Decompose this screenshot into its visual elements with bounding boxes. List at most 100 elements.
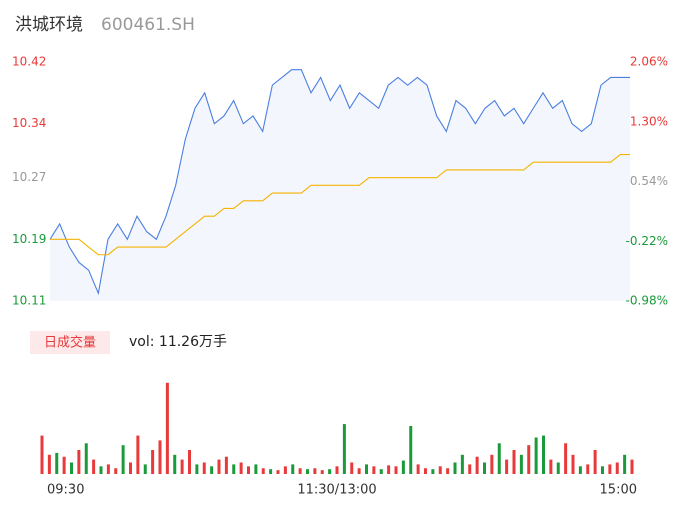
y2-tick-label: 1.30% (630, 114, 668, 128)
volume-bar (460, 454, 464, 474)
x-tick-label: 09:30 (47, 483, 84, 498)
volume-bar (40, 435, 44, 474)
stock-name: 洪城环境 (15, 15, 83, 35)
volume-bar (527, 445, 531, 474)
stock-code: 600461.SH (101, 15, 195, 35)
volume-bar (416, 464, 420, 474)
volume-bar (608, 464, 612, 474)
volume-bar (254, 464, 258, 474)
y-tick-label: 10.42 (12, 55, 46, 69)
volume-bar (239, 462, 243, 474)
volume-bar (210, 466, 214, 474)
volume-bar (394, 466, 398, 474)
y-tick-label: 10.19 (12, 232, 46, 246)
y2-tick-label: -0.22% (626, 234, 668, 248)
volume-bar (232, 464, 236, 474)
volume-bar (365, 464, 368, 474)
volume-bar (121, 445, 125, 474)
volume-bar (601, 466, 604, 474)
volume-bar (99, 466, 103, 474)
volume-bar (512, 450, 516, 474)
volume-bar (180, 459, 184, 474)
volume-bar (298, 468, 302, 474)
y2-tick-label: 0.54% (630, 174, 668, 188)
y2-tick-label: 2.06% (630, 55, 668, 69)
volume-bar (350, 462, 354, 474)
volume-bar (409, 426, 413, 474)
volume-bar (114, 468, 118, 474)
volume-bar (129, 462, 132, 474)
volume-bar (578, 466, 582, 474)
volume-bar (202, 462, 206, 474)
volume-bar (387, 465, 391, 474)
y2-tick-label: -0.98% (626, 294, 668, 308)
volume-bar (173, 454, 177, 474)
volume-bar (165, 382, 169, 474)
volume-bar (453, 462, 457, 474)
price-line (49, 69, 630, 296)
volume-bar (630, 459, 634, 474)
volume-bar (571, 454, 575, 474)
volume-bar (534, 437, 538, 474)
volume-bar (247, 466, 250, 474)
volume-bar (379, 469, 383, 474)
volume-bar (92, 459, 96, 474)
volume-bar (490, 454, 494, 474)
volume-bar (372, 466, 376, 474)
volume-bar (320, 470, 324, 474)
y-tick-label: 10.11 (12, 294, 46, 308)
volume-bar (401, 460, 405, 474)
volume-bar (475, 456, 479, 474)
volume-bar (483, 462, 486, 474)
volume-bar (468, 464, 472, 474)
volume-bar (224, 456, 228, 474)
volume-bar (136, 435, 140, 474)
volume-bar (328, 469, 332, 474)
volume-bar (158, 440, 162, 474)
x-tick-label: 15:00 (600, 483, 637, 498)
volume-bar (623, 454, 627, 474)
volume-bar (276, 470, 280, 474)
volume-bar (615, 462, 619, 474)
volume-bar (342, 424, 346, 474)
volume-bar (195, 464, 199, 474)
volume-bar (564, 443, 568, 474)
volume-bar (47, 454, 51, 474)
volume-bar (446, 468, 450, 474)
volume-bar (151, 450, 155, 474)
volume-bar (269, 469, 273, 474)
volume-bar (556, 462, 560, 474)
volume-bar (313, 468, 317, 474)
volume-bar (497, 443, 501, 474)
volume-bar (84, 443, 88, 474)
volume-bar (306, 469, 309, 474)
volume-bar (519, 454, 523, 474)
average-line (50, 153, 630, 256)
volume-bar (505, 459, 509, 474)
y-tick-label: 10.27 (12, 170, 46, 184)
volume-bar (549, 459, 553, 474)
volume-bar (217, 459, 221, 474)
y-tick-label: 10.34 (12, 116, 46, 130)
volume-bar (424, 468, 427, 474)
volume-total: vol: 11.26万手 (129, 334, 227, 350)
volume-title: 日成交量 (44, 335, 96, 351)
volume-bar (431, 469, 435, 474)
volume-bar (542, 435, 545, 474)
volume-bar (261, 468, 265, 474)
volume-bar (593, 450, 597, 474)
x-tick-label: 11:30/13:00 (297, 483, 376, 498)
volume-bar (143, 464, 147, 474)
volume-bar (55, 452, 59, 474)
volume-bar (586, 464, 590, 474)
volume-bar (62, 456, 66, 474)
volume-bar (357, 468, 361, 474)
volume-bar (77, 450, 81, 474)
volume-bar (335, 466, 339, 474)
volume-bar (291, 464, 295, 474)
volume-badge (30, 331, 110, 354)
volume-bar (283, 466, 287, 474)
volume-bar (70, 462, 73, 474)
volume-bar (438, 466, 442, 474)
